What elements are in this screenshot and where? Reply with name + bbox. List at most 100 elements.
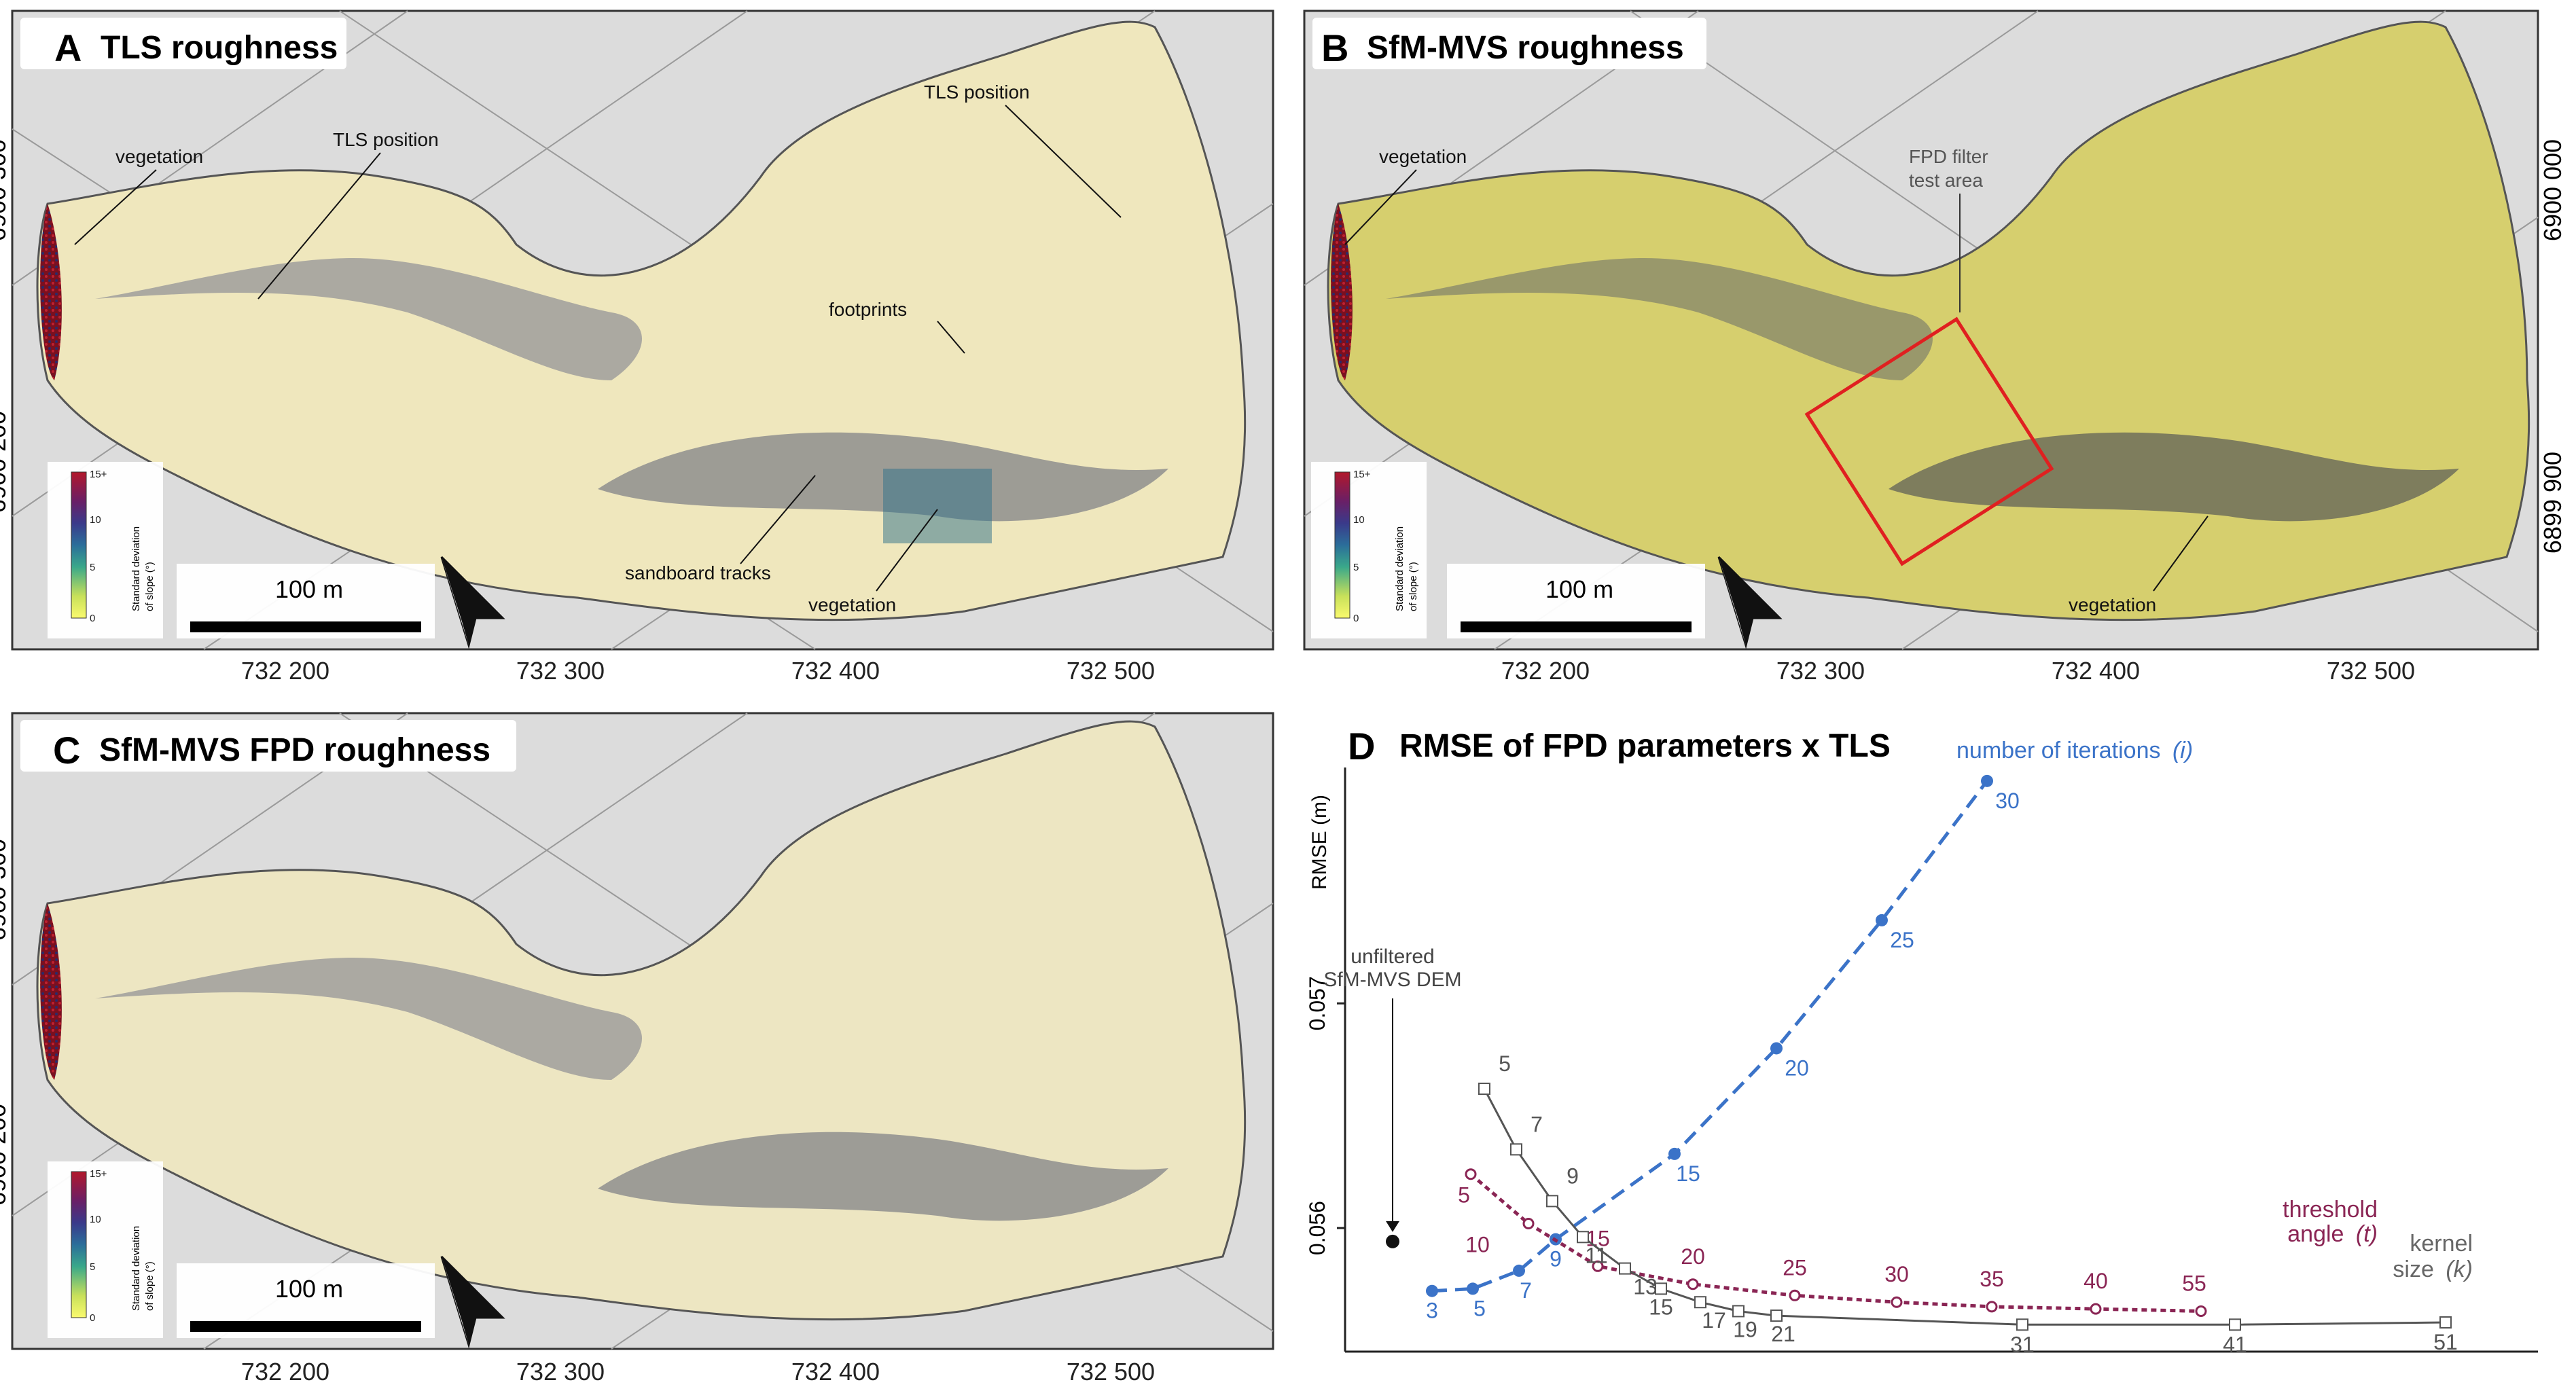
vegetation-edge [1331,204,1353,380]
colorbar-5: 5 [90,562,95,573]
label-vegetation: vegetation [808,594,896,615]
y-tick: 6900 000 [2539,139,2566,241]
data-label: 13 [1633,1275,1658,1299]
north-arrow-icon [442,1257,469,1345]
panel-letter: C [53,729,80,772]
x-tick: 732 200 [241,1358,329,1386]
data-label: 21 [1771,1322,1795,1346]
data-point [1732,1305,1745,1318]
colorbar-label: of slope (°) [144,1261,156,1311]
data-point [1687,1278,1699,1290]
data-label: 15 [1649,1295,1673,1319]
x-tick: 732 400 [2052,657,2140,685]
data-label: 17 [1702,1308,1726,1333]
x-tick: 732 300 [516,657,605,685]
panel-d: D RMSE of FPD parameters x TLS RMSE (m) … [1305,725,2538,1356]
panel-letter: B [1321,26,1348,69]
map-labels: vegetation TLS position TLS position foo… [115,82,1030,615]
colorbar-box [48,462,163,638]
scalebar-label: 100 m [1545,575,1613,603]
series-name-kernel: kernel [2410,1231,2473,1257]
series-line [1483,1088,2446,1326]
data-point [1770,1309,1783,1322]
data-point [1510,1143,1522,1156]
data-point [1478,1083,1490,1095]
colorbar-label: Standard deviation [130,1226,142,1311]
label-test-area: test area [1909,170,1983,191]
data-point [2016,1318,2028,1331]
data-point [1465,1168,1477,1180]
data-label: 20 [1681,1244,1705,1269]
data-label: 15 [1586,1226,1610,1250]
data-point [1426,1284,1438,1297]
x-ticks: 732 200 732 300 732 400 732 500 [241,657,1155,685]
unfiltered-label: unfiltered [1350,945,1434,968]
colorbar [1334,471,1350,619]
data-point [1694,1296,1706,1309]
panel-title-box [20,720,516,772]
leader-lines [74,105,1122,592]
unfiltered-label: SfM-MVS DEM [1323,969,1461,991]
series-name-sym: (i) [2172,738,2193,763]
data-label: 31 [2010,1332,2035,1356]
data-point [1522,1217,1535,1229]
label-vegetation: vegetation [1379,146,1467,167]
data-point [1981,774,1993,787]
panel-letter: D [1348,725,1375,767]
colorbar-box [1311,462,1427,638]
label-footprints: footprints [829,299,907,320]
data-label: 19 [1733,1317,1757,1341]
data-point [1546,1195,1558,1208]
colorbar-label: of slope (°) [1408,562,1419,611]
sandboard-hollow [598,1132,1168,1221]
y-tick: 6900 300 [0,839,11,941]
panel-letter: A [54,26,82,69]
y-tick: 6900 200 [0,1104,11,1206]
colorbar-label: Standard deviation [1394,526,1406,611]
map-labels: vegetation FPD filter test area vegetati… [1379,146,2156,615]
vegetation-edge [40,204,62,380]
y-tick: 6900 300 [0,139,11,241]
scalebar-label: 100 m [275,575,343,603]
panel-a: A TLS roughness vegetation TLS position … [0,10,1274,685]
panel-title: SfM-MVS roughness [1367,30,1684,66]
series-name-main: number of iterations [1956,738,2161,763]
x-tick: 732 200 [241,657,329,685]
colorbar-10: 10 [90,514,101,526]
series-name-sym: (k) [2446,1257,2473,1282]
colorbar [71,471,87,619]
colorbar-box [48,1161,163,1338]
x-tick: 732 300 [1776,657,1865,685]
series-name-threshold: threshold [2283,1197,2378,1223]
data-point [2229,1318,2241,1331]
data-label: 9 [1567,1163,1579,1188]
data-point [2439,1316,2452,1329]
label-vegetation: vegetation [2069,594,2156,615]
data-label: 15 [1676,1161,1700,1186]
data-point [1513,1264,1525,1277]
panel-title: TLS roughness [101,30,338,66]
data-label: 30 [1995,789,2020,813]
panel-title: SfM-MVS FPD roughness [99,732,490,768]
colorbar-0: 0 [90,1312,95,1324]
panel-title-box [20,18,346,69]
unfiltered-annotation: unfiltered SfM-MVS DEM [1323,945,1462,1248]
data-point [1770,1042,1783,1055]
data-point [1891,1296,1903,1308]
data-label: 51 [2433,1330,2458,1354]
data-point [1619,1262,1631,1275]
leader-lines [1344,169,2208,592]
data-point [1986,1301,1998,1313]
data-point [1655,1282,1667,1295]
x-ticks: 732 200 732 300 732 400 732 500 [1501,657,2415,685]
colorbar-10: 10 [90,1214,101,1225]
series-name-kernel: size (k) [2393,1257,2473,1282]
shadow-lower [95,958,642,1080]
data-point [1789,1289,1801,1301]
series-name-main2: angle [2287,1221,2344,1247]
y-tick: 6900 200 [0,411,11,513]
x-tick: 732 500 [1067,1358,1155,1386]
data-label: 5 [1499,1051,1511,1076]
data-label: 40 [2083,1269,2108,1293]
